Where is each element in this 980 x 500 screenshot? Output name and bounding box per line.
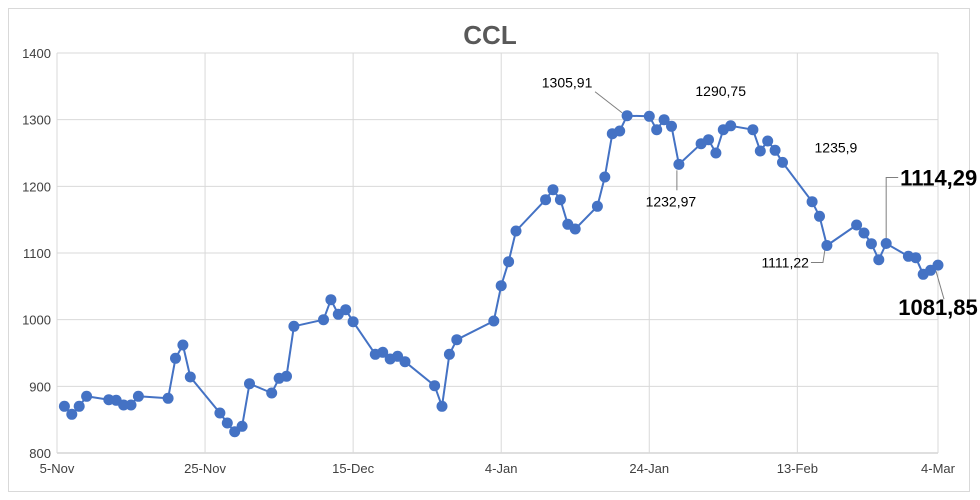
data-point: [762, 135, 774, 147]
data-point: [125, 399, 137, 411]
x-tick-label: 4-Jan: [485, 461, 518, 476]
data-point: [540, 194, 552, 206]
data-point: [880, 238, 892, 249]
data-point: [377, 346, 389, 358]
data-point: [621, 110, 633, 122]
data-point: [288, 320, 300, 332]
data-point: [769, 144, 781, 156]
data-point: [132, 390, 144, 402]
data-point: [244, 378, 255, 390]
annotation-leader: [810, 249, 826, 264]
data-point: [221, 417, 233, 429]
annotation-label: 1111,22: [761, 255, 809, 271]
data-point: [643, 110, 655, 122]
data-point: [443, 348, 455, 360]
data-point: [81, 390, 93, 402]
data-point: [214, 407, 226, 419]
data-point: [651, 124, 663, 136]
annotation-leader: [885, 176, 899, 240]
data-point: [851, 219, 863, 231]
data-point: [347, 316, 359, 328]
data-point: [910, 252, 922, 264]
data-point: [58, 400, 70, 412]
y-tick-label: 1000: [22, 313, 51, 328]
data-point: [932, 259, 944, 271]
annotation-leaders: [594, 91, 945, 300]
annotation-label: 1232,97: [646, 193, 697, 209]
data-point: [814, 210, 825, 222]
y-tick-label: 1200: [22, 179, 51, 194]
data-point: [806, 196, 818, 208]
chart-frame: [8, 8, 970, 492]
data-point: [184, 371, 196, 383]
x-axis-ticks: 5-Nov 25-Nov 15-Dec 4-Jan 24-Jan 13-Feb 4-Mar: [40, 461, 956, 476]
data-point: [658, 114, 670, 126]
data-point: [666, 120, 677, 132]
data-point: [170, 352, 181, 364]
data-point: [495, 280, 507, 292]
data-point: [754, 145, 766, 157]
data-point: [503, 256, 515, 268]
data-point: [318, 314, 329, 326]
y-tick-label: 800: [29, 446, 51, 461]
y-tick-label: 1400: [22, 46, 51, 61]
annotation-leader: [594, 91, 623, 114]
x-tick-label: 24-Jan: [629, 461, 669, 476]
annotation-label: 1114,29: [900, 165, 977, 190]
data-point: [266, 387, 278, 399]
data-point: [399, 356, 411, 368]
data-point: [162, 392, 174, 404]
data-point: [177, 339, 189, 351]
data-point: [703, 134, 714, 146]
data-point: [858, 227, 870, 239]
series-line: [63, 114, 939, 433]
series-ccl: [58, 110, 944, 438]
data-point: [747, 124, 759, 136]
y-tick-label: 900: [29, 379, 51, 394]
data-point: [599, 171, 611, 183]
annotation-leader: [935, 270, 945, 300]
y-tick-label: 1300: [22, 113, 51, 128]
y-tick-label: 1100: [23, 246, 51, 261]
data-point: [451, 334, 463, 346]
data-point: [488, 315, 500, 327]
data-point: [436, 400, 448, 412]
x-tick-label: 4-Mar: [921, 461, 956, 476]
y-axis-ticks: 800 900 1000 1100 1200 1300 1400: [22, 46, 51, 461]
data-point: [725, 120, 737, 132]
data-point: [325, 294, 337, 306]
data-point: [66, 408, 78, 420]
data-point: [429, 380, 441, 392]
data-point: [873, 254, 885, 266]
data-point: [340, 304, 352, 316]
data-point: [547, 184, 559, 196]
data-point: [236, 420, 248, 432]
data-point: [673, 158, 685, 170]
data-point: [614, 125, 626, 137]
x-tick-label: 15-Dec: [332, 461, 374, 476]
annotations: 1305,91 1290,75 1232,97 1235,9 1111,22 1114,2…: [542, 75, 978, 320]
data-point: [569, 223, 581, 235]
annotation-label: 1290,75: [695, 83, 746, 99]
data-point: [821, 240, 833, 251]
data-point: [865, 238, 877, 250]
x-tick-label: 13-Feb: [777, 461, 818, 476]
annotation-label: 1305,91: [542, 75, 593, 91]
data-point: [777, 156, 788, 168]
data-point: [710, 147, 722, 159]
data-point: [554, 194, 566, 206]
annotation-label: 1081,85: [898, 295, 978, 320]
data-point: [281, 370, 292, 382]
data-point: [73, 400, 85, 412]
data-point: [510, 225, 522, 237]
x-tick-label: 25-Nov: [184, 461, 226, 476]
gridlines: [56, 52, 939, 454]
data-point: [591, 200, 603, 212]
x-tick-label: 5-Nov: [40, 461, 75, 476]
annotation-label: 1235,9: [815, 139, 858, 155]
chart-title: CCL: [463, 20, 517, 50]
